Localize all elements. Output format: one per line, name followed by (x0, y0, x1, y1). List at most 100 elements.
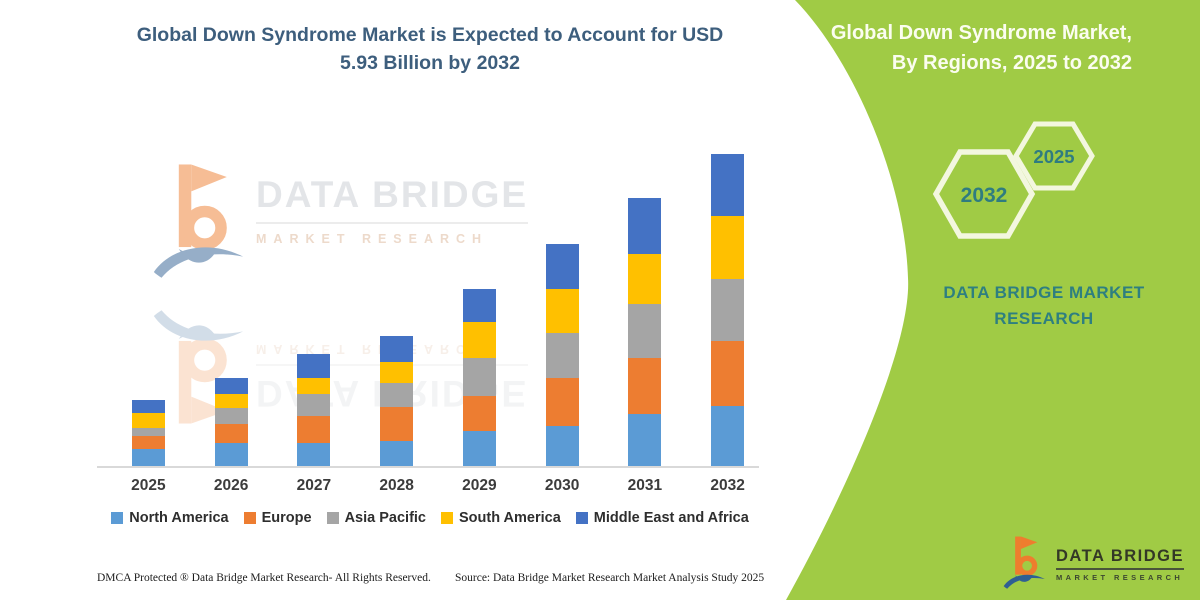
bar-slot (190, 136, 273, 466)
bar-segment (545, 243, 579, 289)
legend: North America Europe Asia Pacific South Ame… (95, 510, 765, 526)
bar-slot (686, 136, 769, 466)
bar-segment (711, 278, 745, 341)
bar-segment (380, 406, 414, 441)
bar-segment (628, 198, 662, 255)
stacked-bar-2031 (628, 198, 662, 466)
legend-swatch-icon (243, 512, 256, 524)
bar-segment (545, 332, 579, 379)
watermark-sub-text: MARKET RESEARCH (256, 232, 489, 246)
hexagon-2025-label: 2025 (1033, 146, 1074, 167)
legend-item: Europe (243, 510, 312, 526)
bar-segment (462, 288, 496, 322)
stacked-bar-2032 (711, 153, 745, 466)
legend-item: South America (441, 510, 561, 526)
right-panel-brand-line1: DATA BRIDGE MARKET (943, 283, 1145, 302)
logo-brand-text: DATA BRIDGE (1056, 547, 1185, 570)
bar-segment (545, 378, 579, 427)
bar-segment (628, 304, 662, 359)
x-axis-label-2029: 2029 (462, 477, 497, 494)
bar-segment (131, 436, 165, 450)
bar-segment (462, 430, 496, 466)
bars-row (107, 136, 769, 466)
bar-segment (214, 423, 248, 443)
bar-segment (214, 393, 248, 409)
bar-segment (297, 442, 331, 466)
bar-segment (297, 378, 331, 394)
bar-slot (355, 136, 438, 466)
logo-sub-text: MARKET RESEARCH (1056, 572, 1184, 582)
bar-slot (521, 136, 604, 466)
bar-segment (462, 357, 496, 396)
legend-item: Middle East and Africa (575, 510, 749, 526)
x-axis-label-2030: 2030 (544, 477, 580, 494)
x-axis-labels: 2025 2026 2027 2028 2029 2030 2031 2032 (107, 477, 769, 495)
hexagon-2025 (1013, 121, 1095, 191)
bar-segment (711, 215, 745, 279)
right-panel-title-line2: By Regions, 2025 to 2032 (891, 52, 1132, 74)
legend-item: Asia Pacific (326, 510, 426, 526)
right-panel-brand: DATA BRIDGE MARKET RESEARCH (914, 280, 1174, 333)
bar-segment (380, 440, 414, 466)
footer-source-text: Source: Data Bridge Market Research Mark… (455, 572, 765, 584)
x-axis-line (97, 466, 759, 468)
x-axis-label-2025: 2025 (131, 477, 166, 494)
bar-segment (214, 378, 248, 394)
x-axis-label-2031: 2031 (627, 477, 663, 494)
stacked-bar-2025 (131, 399, 165, 466)
bar-segment (297, 354, 331, 379)
hexagon-2032-label: 2032 (961, 184, 1008, 207)
bar-segment (628, 358, 662, 414)
footer-dmca-text: DMCA Protected ® Data Bridge Market Rese… (97, 572, 431, 584)
bar-slot (604, 136, 687, 466)
bar-slot (107, 136, 190, 466)
bar-segment (131, 399, 165, 413)
bar-segment (462, 321, 496, 358)
chart-title: Global Down Syndrome Market is Expected … (85, 22, 775, 77)
x-axis-label-2028: 2028 (379, 477, 414, 494)
legend-label: Middle East and Africa (593, 510, 749, 526)
bar-segment (131, 449, 165, 466)
year-hexagons: 2032 2025 (932, 121, 1095, 239)
bar-segment (131, 428, 165, 437)
watermark: DATA BRIDGE MARKET RESEARCH DATA BRIDGE … (150, 156, 529, 432)
legend-label: Asia Pacific (344, 510, 426, 526)
stacked-bar-2026 (214, 378, 248, 466)
bar-segment (380, 335, 414, 363)
right-panel-title: Global Down Syndrome Market, By Regions,… (812, 18, 1132, 78)
legend-swatch-icon (441, 512, 453, 524)
data-bridge-logo-icon (1000, 533, 1048, 595)
legend-label: South America (459, 510, 561, 526)
stacked-bar-2027 (297, 354, 331, 466)
right-panel-brand-line2: RESEARCH (994, 309, 1094, 329)
bar-segment (628, 254, 662, 305)
bar-segment (380, 383, 414, 407)
watermark-main: DATA BRIDGE MARKET RESEARCH (150, 156, 529, 292)
bar-segment (628, 413, 662, 466)
stacked-bar-2028 (380, 335, 414, 466)
bar-segment (462, 395, 496, 431)
bar-segment (297, 393, 331, 417)
bar-segment (711, 340, 745, 407)
legend-swatch-icon (326, 512, 339, 524)
watermark-divider (256, 222, 529, 224)
legend-swatch-icon (111, 512, 124, 524)
bar-segment (297, 416, 331, 443)
stacked-bar-2030 (545, 243, 579, 466)
x-axis-label-2027: 2027 (296, 477, 332, 494)
bar-segment (131, 412, 165, 429)
chart-title-line1: Global Down Syndrome Market is Expected … (136, 24, 724, 46)
bar-segment (380, 362, 414, 384)
legend-item: North America (111, 510, 229, 526)
bar-segment (545, 426, 579, 466)
bar-segment (214, 442, 248, 466)
chart-title-line2: 5.93 Billion by 2032 (340, 51, 520, 74)
hexagon-2032 (932, 149, 1036, 239)
legend-swatch-icon (575, 512, 588, 524)
legend-label: Europe (261, 510, 312, 526)
right-panel-title-line1: Global Down Syndrome Market, (830, 22, 1132, 44)
legend-label: North America (129, 510, 229, 526)
bar-segment (214, 408, 248, 424)
bar-segment (711, 406, 745, 466)
